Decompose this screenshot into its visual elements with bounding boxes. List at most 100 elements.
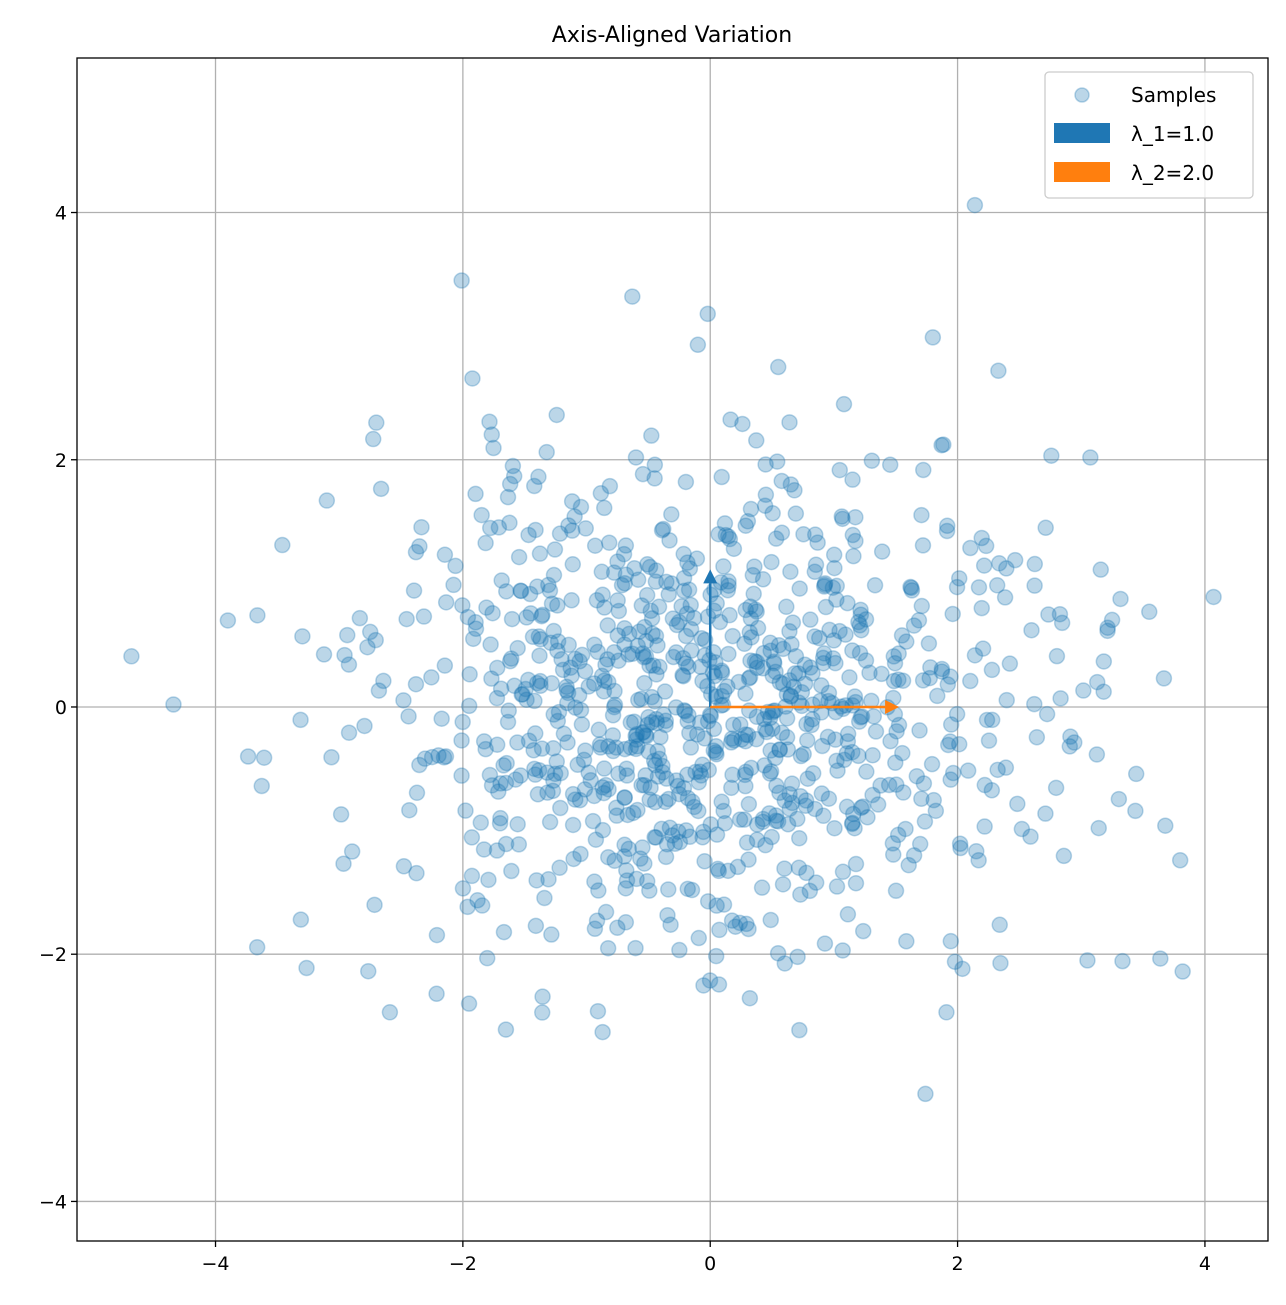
sample-point: [653, 820, 670, 838]
sample-point: [503, 610, 521, 628]
sample-point: [520, 526, 537, 544]
sample-point: [695, 823, 712, 841]
sample-point: [691, 714, 709, 731]
sample-point: [548, 406, 565, 424]
ticks: −4 −2 0 2 4 −4 −2 0 2 4: [39, 203, 1211, 1275]
sample-point: [709, 860, 727, 878]
sample-point: [798, 864, 815, 882]
sample-point: [475, 841, 493, 858]
sample-point: [789, 810, 806, 828]
sample-point: [651, 750, 668, 768]
sample-point: [298, 959, 315, 977]
legend-label-lambda2: λ_2=2.0: [1131, 161, 1214, 185]
sample-point: [433, 710, 450, 727]
sample-point: [560, 517, 577, 534]
sample-point: [630, 623, 648, 640]
sample-point: [743, 629, 760, 646]
sample-point: [626, 559, 643, 577]
sample-point: [707, 654, 724, 671]
sample-point: [518, 691, 535, 709]
sample-point: [754, 571, 772, 588]
sample-point: [550, 703, 568, 721]
sample-point: [651, 658, 668, 676]
sample-point: [771, 674, 789, 691]
sample-point: [467, 614, 484, 631]
sample-point: [533, 1004, 551, 1021]
sample-point: [658, 573, 675, 591]
sample-point: [804, 710, 821, 728]
sample-point: [903, 582, 921, 599]
sample-point: [952, 839, 969, 857]
sample-point: [1026, 577, 1043, 594]
sample-point: [660, 586, 677, 603]
sample-point: [792, 886, 809, 903]
sample-point: [713, 687, 731, 705]
sample-point: [622, 739, 640, 756]
sample-point: [546, 765, 564, 783]
sample-point: [731, 914, 749, 932]
sample-point: [887, 754, 904, 772]
sample-point: [539, 784, 556, 801]
sample-point: [497, 1021, 515, 1038]
sample-point: [715, 558, 732, 575]
sample-point: [754, 660, 772, 677]
sample-point: [642, 602, 660, 620]
sample-point: [804, 765, 822, 782]
sample-point: [488, 736, 506, 753]
sample-point: [454, 713, 471, 731]
sample-point: [970, 579, 988, 596]
sample-point: [605, 698, 623, 716]
sample-point: [727, 918, 744, 935]
sample-point: [719, 678, 736, 695]
sample-point: [767, 812, 785, 830]
sample-point: [710, 976, 728, 993]
sample-point: [638, 727, 655, 745]
sample-point: [457, 802, 474, 819]
sample-point: [635, 723, 652, 741]
sample-point: [1026, 555, 1044, 573]
sample-point: [255, 749, 273, 766]
sample-point: [966, 196, 984, 214]
sample-point: [531, 647, 548, 664]
sample-point: [846, 688, 864, 705]
sample-point: [725, 732, 743, 749]
sample-point: [923, 755, 941, 773]
sample-point: [549, 712, 567, 730]
sample-point: [1082, 449, 1099, 466]
sample-point: [854, 798, 872, 815]
sample-point: [553, 650, 570, 668]
sample-point: [640, 708, 657, 726]
sample-point: [762, 742, 779, 759]
sample-point: [407, 675, 425, 693]
sample-point: [332, 806, 350, 823]
sample-point: [767, 663, 784, 681]
sample-point: [942, 716, 960, 733]
sample-point: [705, 742, 723, 759]
sample-point: [368, 414, 385, 431]
sample-point: [708, 746, 725, 763]
sample-point: [748, 653, 766, 671]
sample-point: [915, 775, 933, 792]
sample-point: [620, 646, 637, 663]
sample-point: [976, 818, 993, 835]
sample-point: [619, 806, 636, 824]
sample-point: [815, 645, 833, 662]
sample-point: [1114, 952, 1131, 970]
sample-point: [596, 672, 613, 689]
sample-point: [944, 764, 962, 782]
sample-point: [294, 628, 311, 645]
sample-point: [749, 619, 767, 637]
sample-point: [885, 648, 903, 665]
sample-point: [992, 954, 1009, 972]
sample-point: [798, 732, 816, 749]
sample-point: [807, 556, 825, 573]
sample-point: [437, 748, 455, 765]
sample-point: [784, 794, 801, 812]
sample-point: [605, 564, 623, 581]
sample-point: [713, 468, 730, 486]
sample-point: [463, 829, 481, 846]
sample-point: [687, 763, 704, 781]
sample-point: [781, 785, 798, 803]
sample-point: [839, 594, 856, 612]
sample-point: [765, 655, 783, 672]
